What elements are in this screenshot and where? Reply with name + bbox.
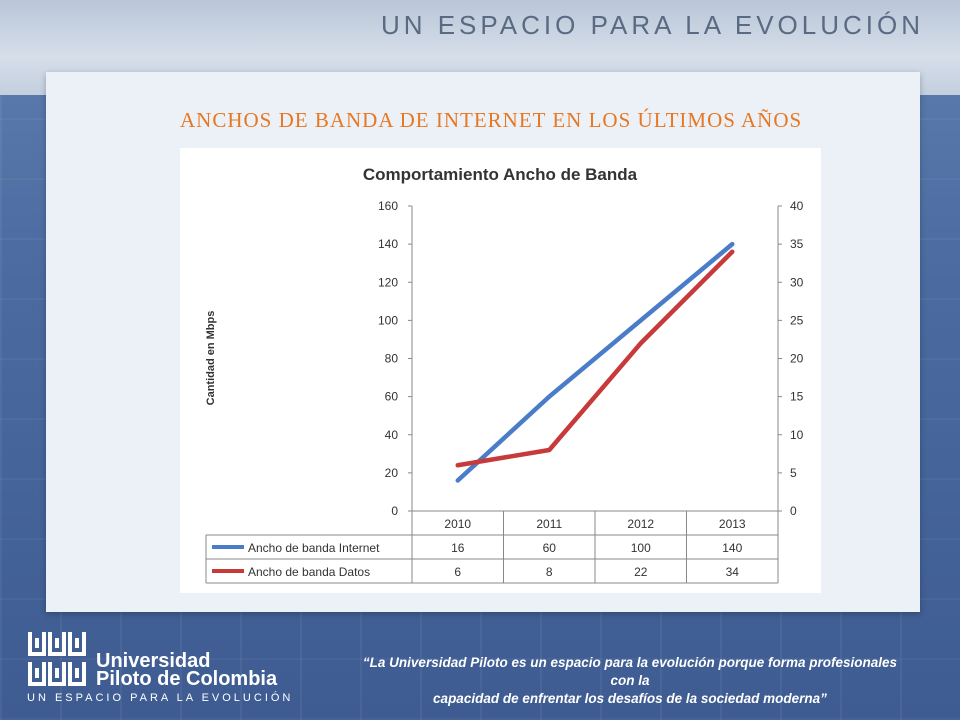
y-tick-label-right: 10 [790, 428, 804, 442]
x-tick-label: 2012 [627, 517, 654, 531]
y-tick-label-right: 30 [790, 275, 804, 289]
y-tick-label-left: 40 [385, 428, 399, 442]
data-table-value: 34 [726, 565, 740, 579]
y-tick-label-left: 120 [378, 275, 398, 289]
data-table-value: 8 [546, 565, 553, 579]
data-table-value: 16 [451, 541, 465, 555]
data-table-value: 60 [543, 541, 557, 555]
y-tick-label-left: 160 [378, 199, 398, 213]
legend-label: Ancho de banda Datos [248, 565, 370, 579]
chart-container: Comportamiento Ancho de Banda Cantidad en… [180, 148, 821, 593]
y-tick-label-left: 100 [378, 313, 398, 327]
x-tick-label: 2010 [444, 517, 471, 531]
x-tick-label: 2011 [536, 517, 562, 531]
data-table-value: 100 [631, 541, 651, 555]
data-table-value: 6 [454, 565, 461, 579]
y-tick-label-right: 40 [790, 199, 804, 213]
slide-title: ANCHOS DE BANDA DE INTERNET EN LOS ÚLTIM… [180, 108, 803, 132]
y-tick-label-right: 35 [790, 237, 804, 251]
y-tick-label-right: 5 [790, 466, 797, 480]
y-tick-label-left: 80 [385, 352, 399, 366]
data-table-value: 140 [722, 541, 742, 555]
y-tick-label-left: 140 [378, 237, 398, 251]
y-axis-label: Cantidad en Mbps [205, 311, 217, 406]
y-tick-label-left: 0 [391, 504, 398, 518]
y-tick-label-right: 20 [790, 352, 804, 366]
university-logo-icon [28, 632, 86, 686]
y-tick-label-right: 25 [790, 313, 804, 327]
brand-name-line2: Piloto de Colombia [96, 668, 278, 690]
series-line [455, 241, 735, 483]
x-tick-label: 2013 [719, 517, 746, 531]
quote-line-1: “La Universidad Piloto es un espacio par… [362, 655, 898, 688]
legend-label: Ancho de banda Internet [248, 541, 380, 555]
chart-title: Comportamiento Ancho de Banda [363, 165, 638, 184]
brand-name-line1: Universidad [96, 650, 211, 672]
y-tick-label-right: 0 [790, 504, 797, 518]
brand-tagline: UN ESPACIO PARA LA EVOLUCIÓN [27, 692, 294, 704]
y-tick-label-left: 20 [385, 466, 399, 480]
quote-line-2: capacidad de enfrentar los desafíos de l… [433, 691, 827, 706]
chart-svg: Comportamiento Ancho de Banda Cantidad en… [205, 165, 804, 584]
header-tagline: UN ESPACIO PARA LA EVOLUCIÓN [380, 10, 924, 40]
data-table-value: 22 [634, 565, 648, 579]
series-line [455, 249, 735, 468]
y-tick-label-right: 15 [790, 390, 804, 404]
y-tick-label-left: 60 [385, 390, 399, 404]
footer-quote: “La Universidad Piloto es un espacio par… [350, 654, 910, 708]
